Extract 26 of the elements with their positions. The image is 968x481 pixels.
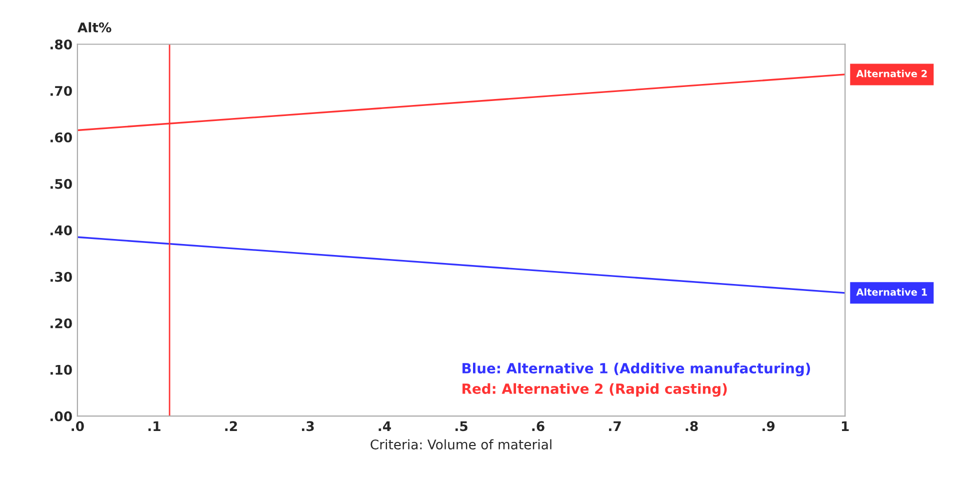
- y-tick-label: .80: [50, 39, 72, 50]
- series-label: Alternative 2: [856, 70, 927, 78]
- x-tick-label: .2: [225, 421, 237, 431]
- y-tick-label: .50: [50, 178, 72, 189]
- x-axis-title: Criteria: Volume of material: [370, 439, 552, 450]
- x-tick-label: .9: [762, 421, 775, 432]
- x-tick-label: .1: [148, 421, 160, 431]
- y-tick-label: .60: [50, 132, 72, 142]
- y-tick-label: .40: [50, 225, 72, 236]
- y-tick-label: .70: [50, 86, 72, 96]
- x-tick-label: .4: [378, 421, 391, 431]
- y-tick-label: .30: [50, 272, 72, 282]
- x-tick-label: .8: [686, 421, 698, 432]
- x-tick-label: .7: [609, 421, 621, 431]
- y-tick-label: .10: [50, 364, 72, 375]
- x-tick-label: 1: [842, 421, 849, 431]
- x-tick-label: .3: [302, 421, 314, 432]
- annotation: Blue: Alternative 1 (Additive manufacturing): [462, 362, 810, 376]
- x-tick-label: .0: [72, 421, 84, 432]
- annotation: Red: Alternative 2 (Rapid casting): [462, 383, 727, 397]
- y-tick-label: .00: [50, 411, 72, 422]
- y-axis-title: Alt%: [78, 22, 112, 32]
- x-tick-label: .6: [532, 421, 544, 432]
- series-label: Alternative 1: [856, 288, 927, 296]
- x-tick-label: .5: [456, 421, 468, 432]
- y-tick-label: .20: [50, 318, 72, 328]
